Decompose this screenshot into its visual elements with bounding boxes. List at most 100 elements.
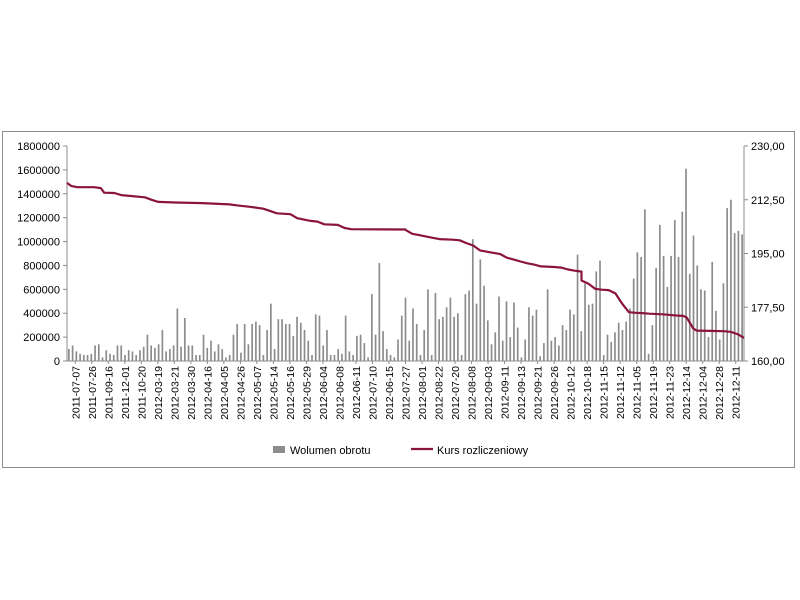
x-axis-tick-label: 2011-12-01 [120,366,132,419]
legend-label-volume: Wolumen obrotu [290,445,371,457]
volume-bar [554,337,556,361]
volume-bar [595,271,598,361]
volume-bar [251,323,253,361]
x-axis-tick-label: 2012-06-04 [318,366,330,420]
volume-bar [120,345,123,361]
volume-bar [531,315,534,361]
volume-bar [367,357,369,361]
volume-bar [303,329,306,361]
volume-bar [561,325,564,361]
volume-bar [681,211,684,361]
volume-bar [602,355,605,361]
volume-bar [688,273,691,361]
x-axis-tick-label: 2012-08-22 [434,366,446,420]
volume-bar [509,337,512,361]
volume-bar [722,283,725,361]
volume-bar [427,289,429,361]
volume-bar [599,260,601,361]
volume-bar [468,290,470,361]
volume-bar [483,285,485,361]
volume-bar [82,355,85,361]
right-axis-tick-label: 177,50 [751,302,785,314]
x-axis-tick-label: 2012-03-21 [169,366,181,420]
volume-bar [172,345,175,361]
volume-bar [393,357,396,361]
volume-bar [142,346,145,361]
volume-bar [124,355,126,361]
volume-bar [97,344,100,361]
volume-bar [79,353,81,361]
left-axis-tick-label: 1400000 [17,189,60,201]
volume-bar [210,340,212,361]
left-axis-tick-label: 1000000 [17,237,60,249]
volume-bar [131,351,134,361]
volume-bar [75,351,78,361]
x-axis-tick-label: 2012-10-12 [566,366,578,420]
volume-bar [176,308,179,361]
volume-bar [498,296,500,361]
volume-bar [247,344,250,361]
volume-bar [543,343,545,361]
volume-bar [438,319,440,361]
volume-bar [299,322,302,361]
volume-bar [165,351,167,361]
volume-bar [225,357,227,361]
volume-bar [576,254,579,361]
volume-bar [584,283,586,361]
volume-bar [94,345,96,361]
volume-bar [412,308,414,361]
volume-bar [191,345,194,361]
volume-bar [434,292,437,361]
volume-bar [183,318,186,361]
volume-bar [356,335,358,361]
volume-bar [415,323,418,361]
x-axis-tick-label: 2012-12-14 [681,366,693,420]
volume-bar [490,344,493,361]
volume-bar [236,323,239,361]
x-axis-tick-label: 2011-09-16 [103,366,115,419]
volume-bar [565,329,568,361]
volume-bar [539,356,541,361]
x-axis-tick-label: 2012-04-05 [219,366,231,420]
left-axis-tick-label: 600000 [23,284,60,296]
volume-bar [385,349,388,361]
volume-bar [580,331,583,361]
legend-label-price: Kurs rozliczeniowy [437,445,529,457]
right-axis-ticks: 160,00 177,50 195,00 212,50 230,00 [744,141,785,368]
volume-bar [255,321,257,361]
volume-bar [277,319,280,361]
x-axis-tick-label: 2012-09-11 [500,366,512,419]
volume-bar [408,340,411,361]
volume-bar [157,344,160,361]
x-axis-tick-label: 2012-11-12 [615,366,627,419]
volume-bar [206,347,209,361]
volume-bar [659,224,661,361]
volume-bar [494,332,497,361]
left-axis-tick-label: 800000 [23,260,60,272]
volume-bar [591,303,594,361]
volume-bar [352,355,354,361]
volume-bar [673,220,676,361]
x-axis-tick-label: 2012-04-16 [202,366,214,420]
left-axis-tick-label: 1200000 [17,213,60,225]
volume-bar [703,290,706,361]
volume-bar [606,334,609,361]
left-axis-ticks: 0 200000 400000 600000 800000 1000000 1200000 1… [17,141,67,368]
volume-bar [109,353,111,361]
volume-bar [112,355,115,361]
volume-bar [528,307,530,361]
x-axis-tick-label: 2012-05-16 [285,366,297,420]
volume-bar [617,322,620,361]
volume-bar [243,323,246,361]
volume-bar [629,308,631,361]
volume-bar [707,337,710,361]
volume-bar [430,355,433,361]
right-axis-tick-label: 160,00 [751,356,785,368]
x-axis-tick-label: 2012-08-01 [417,366,429,420]
volume-bar [516,327,519,361]
x-axis-tick-label: 2011-07-26 [87,366,99,419]
volume-bar [333,355,336,361]
volume-bar [213,351,216,361]
x-axis-tick-label: 2012-07-27 [401,366,413,420]
volume-bar [520,357,523,361]
